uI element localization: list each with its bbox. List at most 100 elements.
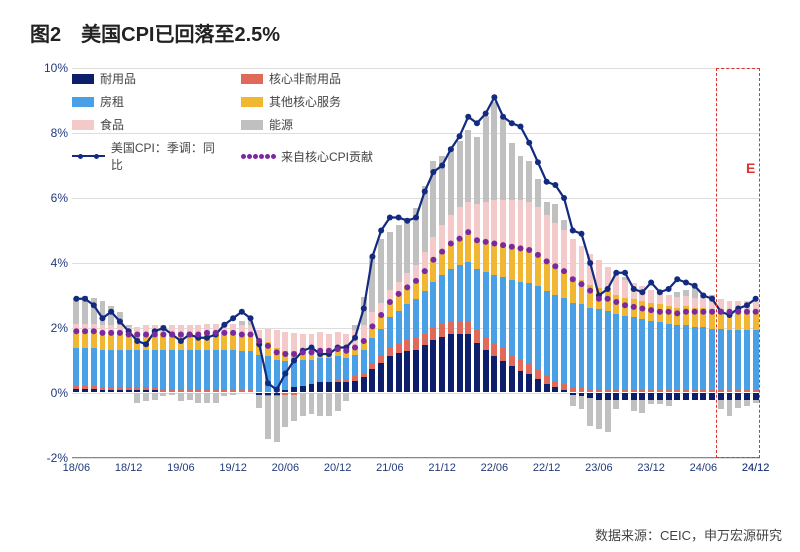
bar-seg-durable [396, 353, 402, 392]
bar-seg-other_core [613, 295, 619, 315]
bar-seg-rent [256, 355, 262, 392]
bar-seg-energy [439, 156, 445, 224]
bar [509, 143, 515, 392]
legend-item-cpi_line: 美国CPI：季调：同比 [72, 139, 223, 173]
bar-seg-food [361, 325, 367, 340]
bar-seg-durable [709, 393, 715, 400]
bar-seg-other_core [169, 334, 175, 350]
bar [639, 286, 645, 392]
bar-seg-rent [674, 325, 680, 390]
bar-seg-core_nondur [587, 389, 593, 392]
bar [221, 324, 227, 392]
bar-seg-durable [561, 390, 567, 392]
bar [352, 325, 358, 392]
bar-seg-other_core [552, 265, 558, 294]
bar-seg-core_nondur [248, 390, 254, 392]
bar-seg-other_core [204, 332, 210, 350]
bar-seg-other_core [309, 351, 315, 359]
legend-swatch [72, 74, 94, 84]
bar-neg [187, 393, 193, 400]
bar-seg-food [639, 286, 645, 301]
bar-seg-rent [187, 350, 193, 389]
bar-seg-durable [282, 390, 288, 392]
bar-seg-energy [631, 400, 637, 411]
bar-seg-energy [605, 400, 611, 433]
bar-seg-food [143, 325, 149, 333]
bar [413, 208, 419, 392]
bar-seg-other_core [335, 348, 341, 356]
bar-seg-rent [526, 283, 532, 364]
y-tick-label: 10% [30, 61, 68, 75]
bar-seg-other_core [91, 330, 97, 348]
bar [361, 297, 367, 392]
bar-seg-food [422, 252, 428, 270]
bar-seg-rent [570, 303, 576, 388]
legend-label: 房租 [100, 93, 124, 110]
x-tick-label: 22/06 [481, 462, 509, 474]
bar-seg-other_core [483, 241, 489, 272]
bar-seg-food [596, 260, 602, 288]
bar-seg-rent [108, 350, 114, 387]
legend-item-energy: 能源 [241, 116, 392, 133]
bar-seg-energy [369, 257, 375, 312]
legend-swatch [241, 74, 263, 84]
bar-seg-durable [483, 350, 489, 392]
bar [561, 220, 567, 392]
bar-seg-energy [596, 400, 602, 429]
bar-seg-food [561, 230, 567, 271]
bar-seg-rent [204, 350, 210, 389]
bar-seg-other_core [535, 254, 541, 287]
bar [579, 246, 585, 392]
bar-seg-durable [108, 390, 114, 392]
bar-seg-rent [579, 304, 585, 387]
bar [709, 295, 715, 393]
bar-seg-durable [387, 356, 393, 392]
bar-seg-food [474, 204, 480, 240]
bar-seg-other_core [404, 286, 410, 304]
bar-seg-food [483, 202, 489, 241]
bar-seg-energy [91, 298, 97, 324]
bar-seg-food [500, 200, 506, 245]
legend-item-durable: 耐用品 [72, 70, 223, 87]
bar-seg-energy [343, 393, 349, 401]
bar-seg-core_nondur [204, 389, 210, 392]
bar [491, 102, 497, 392]
legend-label: 其他核心服务 [269, 93, 341, 110]
bar [378, 239, 384, 392]
bar-seg-durable [378, 363, 384, 392]
bar-seg-rent [439, 275, 445, 324]
legend-swatch [241, 120, 263, 130]
bar-seg-core_nondur [178, 389, 184, 392]
bar-seg-durable [404, 351, 410, 392]
bar-seg-other_core [369, 325, 375, 338]
bar-neg [291, 393, 297, 421]
bar-seg-energy [100, 301, 106, 325]
bar-neg [134, 393, 140, 403]
bar-neg [204, 393, 210, 403]
bar-seg-energy [639, 400, 645, 413]
bar-seg-other_core [361, 340, 367, 350]
bar-seg-core_nondur [387, 347, 393, 357]
bar-seg-other_core [587, 285, 593, 308]
bar-seg-core_nondur [596, 389, 602, 392]
bar-neg [631, 393, 637, 411]
bar-seg-rent [666, 324, 672, 391]
bar-seg-other_core [230, 332, 236, 350]
bar-seg-rent [134, 350, 140, 387]
bar-seg-energy [474, 137, 480, 204]
bar-seg-rent [73, 348, 79, 385]
bar-seg-durable [474, 343, 480, 392]
x-tick-label: 22/12 [533, 462, 561, 474]
bar-seg-energy [430, 161, 436, 237]
bar [404, 218, 410, 392]
bar-seg-core_nondur [709, 390, 715, 392]
bar-seg-food [265, 329, 271, 342]
bar [291, 333, 297, 392]
bar [474, 137, 480, 392]
bar [396, 225, 402, 392]
bar-seg-rent [474, 269, 480, 331]
bar-seg-other_core [509, 246, 515, 280]
bar-seg-food [692, 298, 698, 308]
bar-seg-energy [134, 393, 140, 403]
bar-neg [605, 393, 611, 432]
